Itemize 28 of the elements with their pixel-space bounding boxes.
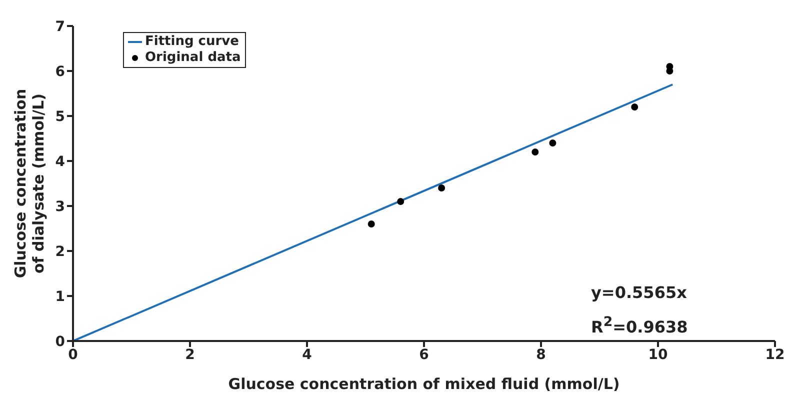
annotation: R$^{2}$=0.9638 bbox=[591, 314, 688, 338]
legend-label: Original data bbox=[145, 50, 241, 66]
y-tick-label: 0 bbox=[55, 334, 66, 350]
y-tick-label: 1 bbox=[55, 288, 65, 305]
point bbox=[368, 220, 375, 228]
y-tick-label: 3 bbox=[55, 198, 65, 215]
x-tick-label: 6 bbox=[419, 346, 429, 363]
x-tick-label: 4 bbox=[302, 346, 312, 363]
annotation: y=0.5565x bbox=[591, 282, 688, 304]
x-tick-label: 12 bbox=[765, 346, 785, 363]
point bbox=[438, 184, 446, 192]
y-tick-label: 2 bbox=[55, 244, 65, 260]
y-axis-title: Glucose concentration of dialysate (mmol/L) bbox=[12, 88, 48, 278]
point bbox=[397, 198, 404, 205]
y-tick-label: 6 bbox=[55, 64, 65, 80]
x-axis-title: Glucose concentration of mixed fluid (mmol/L) bbox=[228, 375, 620, 393]
y-tick-label: 7 bbox=[55, 18, 65, 35]
point bbox=[666, 63, 674, 70]
x-tick-label: 2 bbox=[185, 346, 195, 363]
x-tick-label: 0 bbox=[68, 346, 78, 363]
y-tick-label: 5 bbox=[55, 108, 65, 125]
x-tick-label: 8 bbox=[536, 346, 546, 363]
point bbox=[549, 140, 556, 146]
x-tick-label: 10 bbox=[648, 346, 668, 363]
point bbox=[532, 148, 539, 156]
point bbox=[631, 104, 638, 110]
y-tick-label: 4 bbox=[55, 154, 66, 170]
legend-label: Fitting curve bbox=[145, 34, 239, 50]
